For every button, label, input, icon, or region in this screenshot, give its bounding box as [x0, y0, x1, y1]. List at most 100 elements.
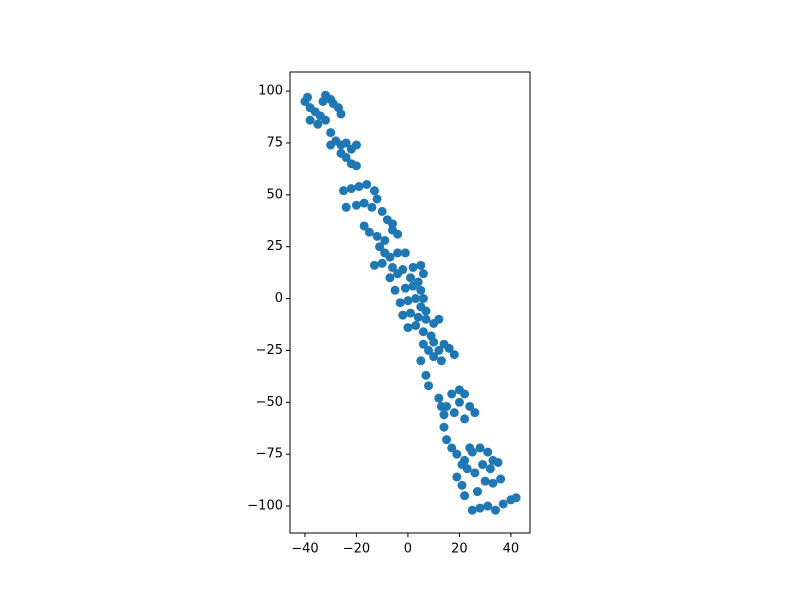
point — [452, 449, 462, 459]
point — [385, 273, 395, 283]
y-tick-label: −100 — [247, 499, 283, 514]
point — [475, 443, 485, 453]
point — [400, 248, 410, 258]
point — [375, 242, 385, 252]
y-tick-label: 75 — [266, 135, 283, 150]
point — [380, 235, 390, 245]
point — [488, 478, 498, 488]
point — [385, 252, 395, 262]
point — [354, 182, 364, 192]
point — [359, 221, 369, 231]
point — [472, 487, 482, 497]
point — [460, 414, 470, 424]
point — [351, 200, 361, 210]
point — [467, 505, 477, 515]
point — [359, 198, 369, 208]
point — [457, 480, 467, 490]
point — [449, 350, 459, 360]
point — [475, 503, 485, 513]
point — [321, 115, 331, 125]
point — [393, 248, 403, 258]
point — [416, 356, 426, 366]
point — [470, 468, 480, 478]
y-tick-label: −75 — [256, 447, 283, 462]
point — [498, 499, 508, 509]
point — [393, 229, 403, 239]
point — [393, 269, 403, 279]
point — [511, 493, 521, 503]
point — [457, 460, 467, 470]
point — [439, 422, 449, 432]
point — [364, 227, 374, 237]
point — [421, 370, 431, 380]
point — [362, 179, 372, 189]
point — [429, 337, 439, 347]
point — [400, 283, 410, 293]
point — [413, 312, 423, 322]
point — [465, 443, 475, 453]
point — [377, 206, 387, 216]
point — [424, 345, 434, 355]
y-tick-label: 25 — [266, 239, 283, 254]
point — [460, 491, 470, 501]
point — [429, 352, 439, 362]
point — [434, 314, 444, 324]
point — [470, 408, 480, 418]
point — [434, 393, 444, 403]
point — [421, 314, 431, 324]
point — [377, 258, 387, 268]
point — [418, 269, 428, 279]
x-tick-label: −20 — [343, 542, 370, 557]
point — [421, 306, 431, 316]
point — [483, 447, 493, 457]
point — [351, 161, 361, 171]
point — [387, 219, 397, 229]
point — [303, 92, 313, 102]
point — [387, 262, 397, 272]
x-tick-label: 40 — [503, 542, 520, 557]
point — [439, 410, 449, 420]
x-tick-label: −40 — [291, 542, 318, 557]
point — [336, 109, 346, 119]
point — [480, 476, 490, 486]
point — [411, 294, 421, 304]
point — [452, 472, 462, 482]
point — [454, 385, 464, 395]
point — [408, 281, 418, 291]
point — [436, 401, 446, 411]
point — [418, 294, 428, 304]
point — [434, 345, 444, 355]
point — [418, 339, 428, 349]
point — [411, 321, 421, 331]
point — [485, 464, 495, 474]
point — [367, 202, 377, 212]
point — [442, 435, 452, 445]
y-tick-label: 0 — [275, 291, 283, 306]
point — [341, 202, 351, 212]
point — [416, 285, 426, 295]
point — [369, 186, 379, 196]
point — [369, 260, 379, 270]
axes-frame — [289, 71, 531, 534]
point — [341, 138, 351, 148]
point — [424, 381, 434, 391]
point — [341, 152, 351, 162]
point — [454, 397, 464, 407]
point — [408, 262, 418, 272]
point — [305, 115, 315, 125]
x-tick-label: 0 — [404, 542, 412, 557]
point — [318, 96, 328, 106]
point — [490, 505, 500, 515]
point — [395, 298, 405, 308]
point — [493, 457, 503, 467]
point — [418, 327, 428, 337]
point — [406, 308, 416, 318]
point — [447, 443, 457, 453]
point — [465, 401, 475, 411]
point — [496, 474, 506, 484]
point — [313, 119, 323, 129]
point — [372, 194, 382, 204]
y-tick-label: −25 — [256, 343, 283, 358]
y-tick-label: 50 — [266, 187, 283, 202]
